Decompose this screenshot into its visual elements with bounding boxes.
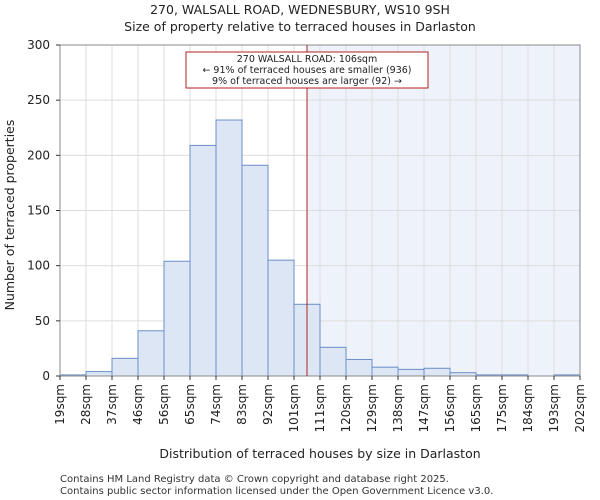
y-tick-label: 200: [27, 148, 50, 162]
x-tick-label: 65sqm: [183, 384, 197, 425]
x-tick-label: 156sqm: [443, 384, 457, 432]
x-tick-label: 129sqm: [365, 384, 379, 432]
footer-line-1: Contains HM Land Registry data © Crown c…: [60, 474, 449, 485]
y-tick-label: 100: [27, 259, 50, 273]
chart-title: 270, WALSALL ROAD, WEDNESBURY, WS10 9SH: [150, 2, 450, 17]
annotation-frame: [185, 51, 429, 89]
y-tick-label: 50: [35, 314, 50, 328]
x-tick-label: 202sqm: [573, 384, 587, 432]
x-tick-label: 46sqm: [131, 384, 145, 425]
x-tick-label: 37sqm: [105, 384, 119, 425]
bar-56sqm: [163, 260, 191, 377]
bar-74sqm: [215, 119, 243, 377]
x-tick-label: 92sqm: [261, 384, 275, 425]
x-tick-label: 74sqm: [209, 384, 223, 425]
x-axis-label: Distribution of terraced houses by size …: [159, 446, 480, 461]
bar-65sqm: [189, 144, 217, 377]
x-tick-label: 165sqm: [469, 384, 483, 432]
bar-120sqm: [345, 358, 373, 377]
y-tick-label: 0: [42, 369, 50, 383]
bar-92sqm: [267, 259, 295, 377]
y-tick-label: 300: [27, 38, 50, 52]
bar-147sqm: [423, 367, 451, 377]
annotation-line-2: ← 91% of terraced houses are smaller (93…: [202, 65, 411, 76]
annotation-box: 270 WALSALL ROAD: 106sqm ← 91% of terrac…: [185, 51, 429, 89]
chart-subtitle: Size of property relative to terraced ho…: [124, 19, 476, 34]
x-tick-label: 111sqm: [313, 384, 327, 432]
y-tick-label: 150: [27, 204, 50, 218]
x-tick-label: 56sqm: [157, 384, 171, 425]
bars: [59, 119, 581, 377]
x-tick-label: 120sqm: [339, 384, 353, 432]
x-tick-label: 19sqm: [53, 384, 67, 425]
bar-83sqm: [241, 164, 269, 377]
annotation-line-3: 9% of terraced houses are larger (92) →: [212, 76, 402, 87]
bar-46sqm: [137, 330, 165, 377]
y-axis-ticks: 0 50 100 150 200 250 300: [27, 38, 60, 383]
bar-111sqm: [319, 346, 347, 377]
x-tick-label: 193sqm: [547, 384, 561, 432]
bar-28sqm: [85, 371, 113, 377]
annotation-line-1: 270 WALSALL ROAD: 106sqm: [237, 54, 377, 65]
bar-138sqm: [397, 368, 425, 377]
bar-129sqm: [371, 366, 399, 377]
x-tick-label: 175sqm: [495, 384, 509, 432]
x-tick-label: 83sqm: [235, 384, 249, 425]
x-tick-label: 101sqm: [287, 384, 301, 432]
y-axis-label: Number of terraced properties: [2, 120, 17, 311]
x-tick-label: 184sqm: [521, 384, 535, 432]
bar-37sqm: [111, 357, 139, 377]
x-axis-ticks: 19sqm 28sqm 37sqm 46sqm 56sqm 65sqm 74sqm 83sqm…: [53, 376, 587, 432]
y-tick-label: 250: [27, 93, 50, 107]
footer-line-2: Contains public sector information licen…: [60, 486, 493, 497]
x-tick-label: 28sqm: [79, 384, 93, 425]
x-tick-label: 138sqm: [391, 384, 405, 432]
x-tick-label: 147sqm: [417, 384, 431, 432]
